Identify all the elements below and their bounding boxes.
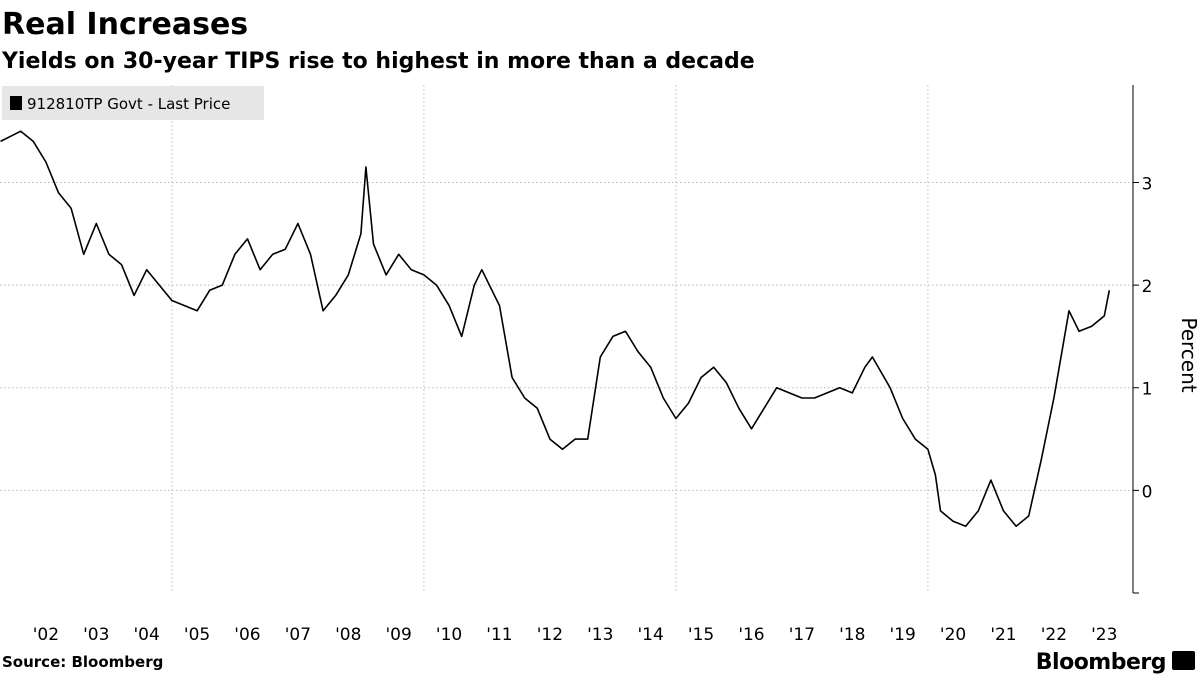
source: Source: Bloomberg	[2, 653, 163, 671]
chart-subtitle: Yields on 30-year TIPS rise to highest i…	[1, 49, 755, 74]
x-tick-label: '22	[1041, 625, 1067, 645]
y-tick-label: 3	[1142, 174, 1153, 194]
x-tick-label: '18	[839, 625, 865, 645]
x-tick-label: '15	[688, 625, 714, 645]
y-tick-label: 1	[1142, 380, 1153, 400]
legend-swatch	[10, 96, 22, 110]
x-tick-label: '14	[638, 625, 664, 645]
legend-box	[2, 86, 264, 120]
brand-icon	[1172, 651, 1195, 670]
chart-title: Real Increases	[2, 7, 248, 42]
x-tick-label: '04	[134, 625, 160, 645]
legend-label: 912810TP Govt - Last Price	[27, 95, 230, 113]
x-tick-label: '05	[184, 625, 210, 645]
x-tick-label: '06	[234, 625, 260, 645]
x-tick-label: '02	[33, 625, 59, 645]
x-tick-label: '08	[335, 625, 361, 645]
x-tick-label: '11	[486, 625, 512, 645]
x-tick-label: '21	[990, 625, 1016, 645]
x-tick-label: '20	[940, 625, 966, 645]
x-tick-label: '10	[436, 625, 462, 645]
x-tick-label: '13	[587, 625, 613, 645]
x-tick-label: '19	[890, 625, 916, 645]
x-tick-label: '17	[789, 625, 815, 645]
brand: Bloomberg	[1036, 650, 1166, 675]
x-tick-label: '09	[386, 625, 412, 645]
y-axis-label: Percent	[1177, 317, 1200, 392]
x-tick-label: '03	[83, 625, 109, 645]
x-tick-label: '12	[537, 625, 563, 645]
x-tick-label: '23	[1091, 625, 1117, 645]
x-tick-label: '16	[738, 625, 764, 645]
legend: 912810TP Govt - Last Price	[2, 86, 264, 120]
y-tick-label: 2	[1142, 277, 1153, 297]
x-tick-label: '07	[285, 625, 311, 645]
y-tick-label: 0	[1142, 482, 1153, 502]
data-line	[0, 130, 1111, 528]
